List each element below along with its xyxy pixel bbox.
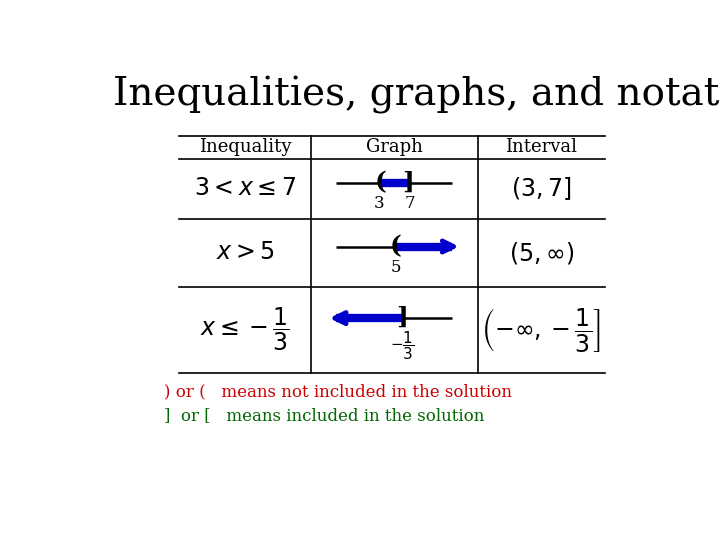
Text: (: ( (374, 171, 386, 194)
Text: Interval: Interval (505, 138, 577, 156)
Text: $(5, \infty)$: $(5, \infty)$ (509, 240, 574, 266)
Text: (: ( (390, 234, 402, 259)
Text: 5: 5 (390, 259, 401, 276)
Text: $(3,7]$: $(3,7]$ (511, 176, 572, 202)
Text: Graph: Graph (366, 138, 423, 156)
Text: $-\dfrac{1}{3}$: $-\dfrac{1}{3}$ (390, 329, 414, 362)
Text: ) or (   means not included in the solution: ) or ( means not included in the solutio… (163, 383, 512, 401)
Text: $3 < x \leq 7$: $3 < x \leq 7$ (194, 177, 296, 200)
Text: 3: 3 (374, 195, 384, 212)
Text: ]: ] (396, 306, 408, 330)
Text: ]  or [   means included in the solution: ] or [ means included in the solution (163, 407, 484, 424)
Text: $x > 5$: $x > 5$ (216, 241, 274, 264)
Text: $\left(-\infty, -\dfrac{1}{3}\right]$: $\left(-\infty, -\dfrac{1}{3}\right]$ (481, 306, 601, 354)
Text: Inequality: Inequality (199, 138, 292, 156)
Text: 7: 7 (405, 195, 415, 212)
Text: $x \leq -\dfrac{1}{3}$: $x \leq -\dfrac{1}{3}$ (200, 306, 290, 353)
Text: ]: ] (402, 171, 414, 194)
Text: Inequalities, graphs, and notations: Inequalities, graphs, and notations (113, 76, 720, 114)
